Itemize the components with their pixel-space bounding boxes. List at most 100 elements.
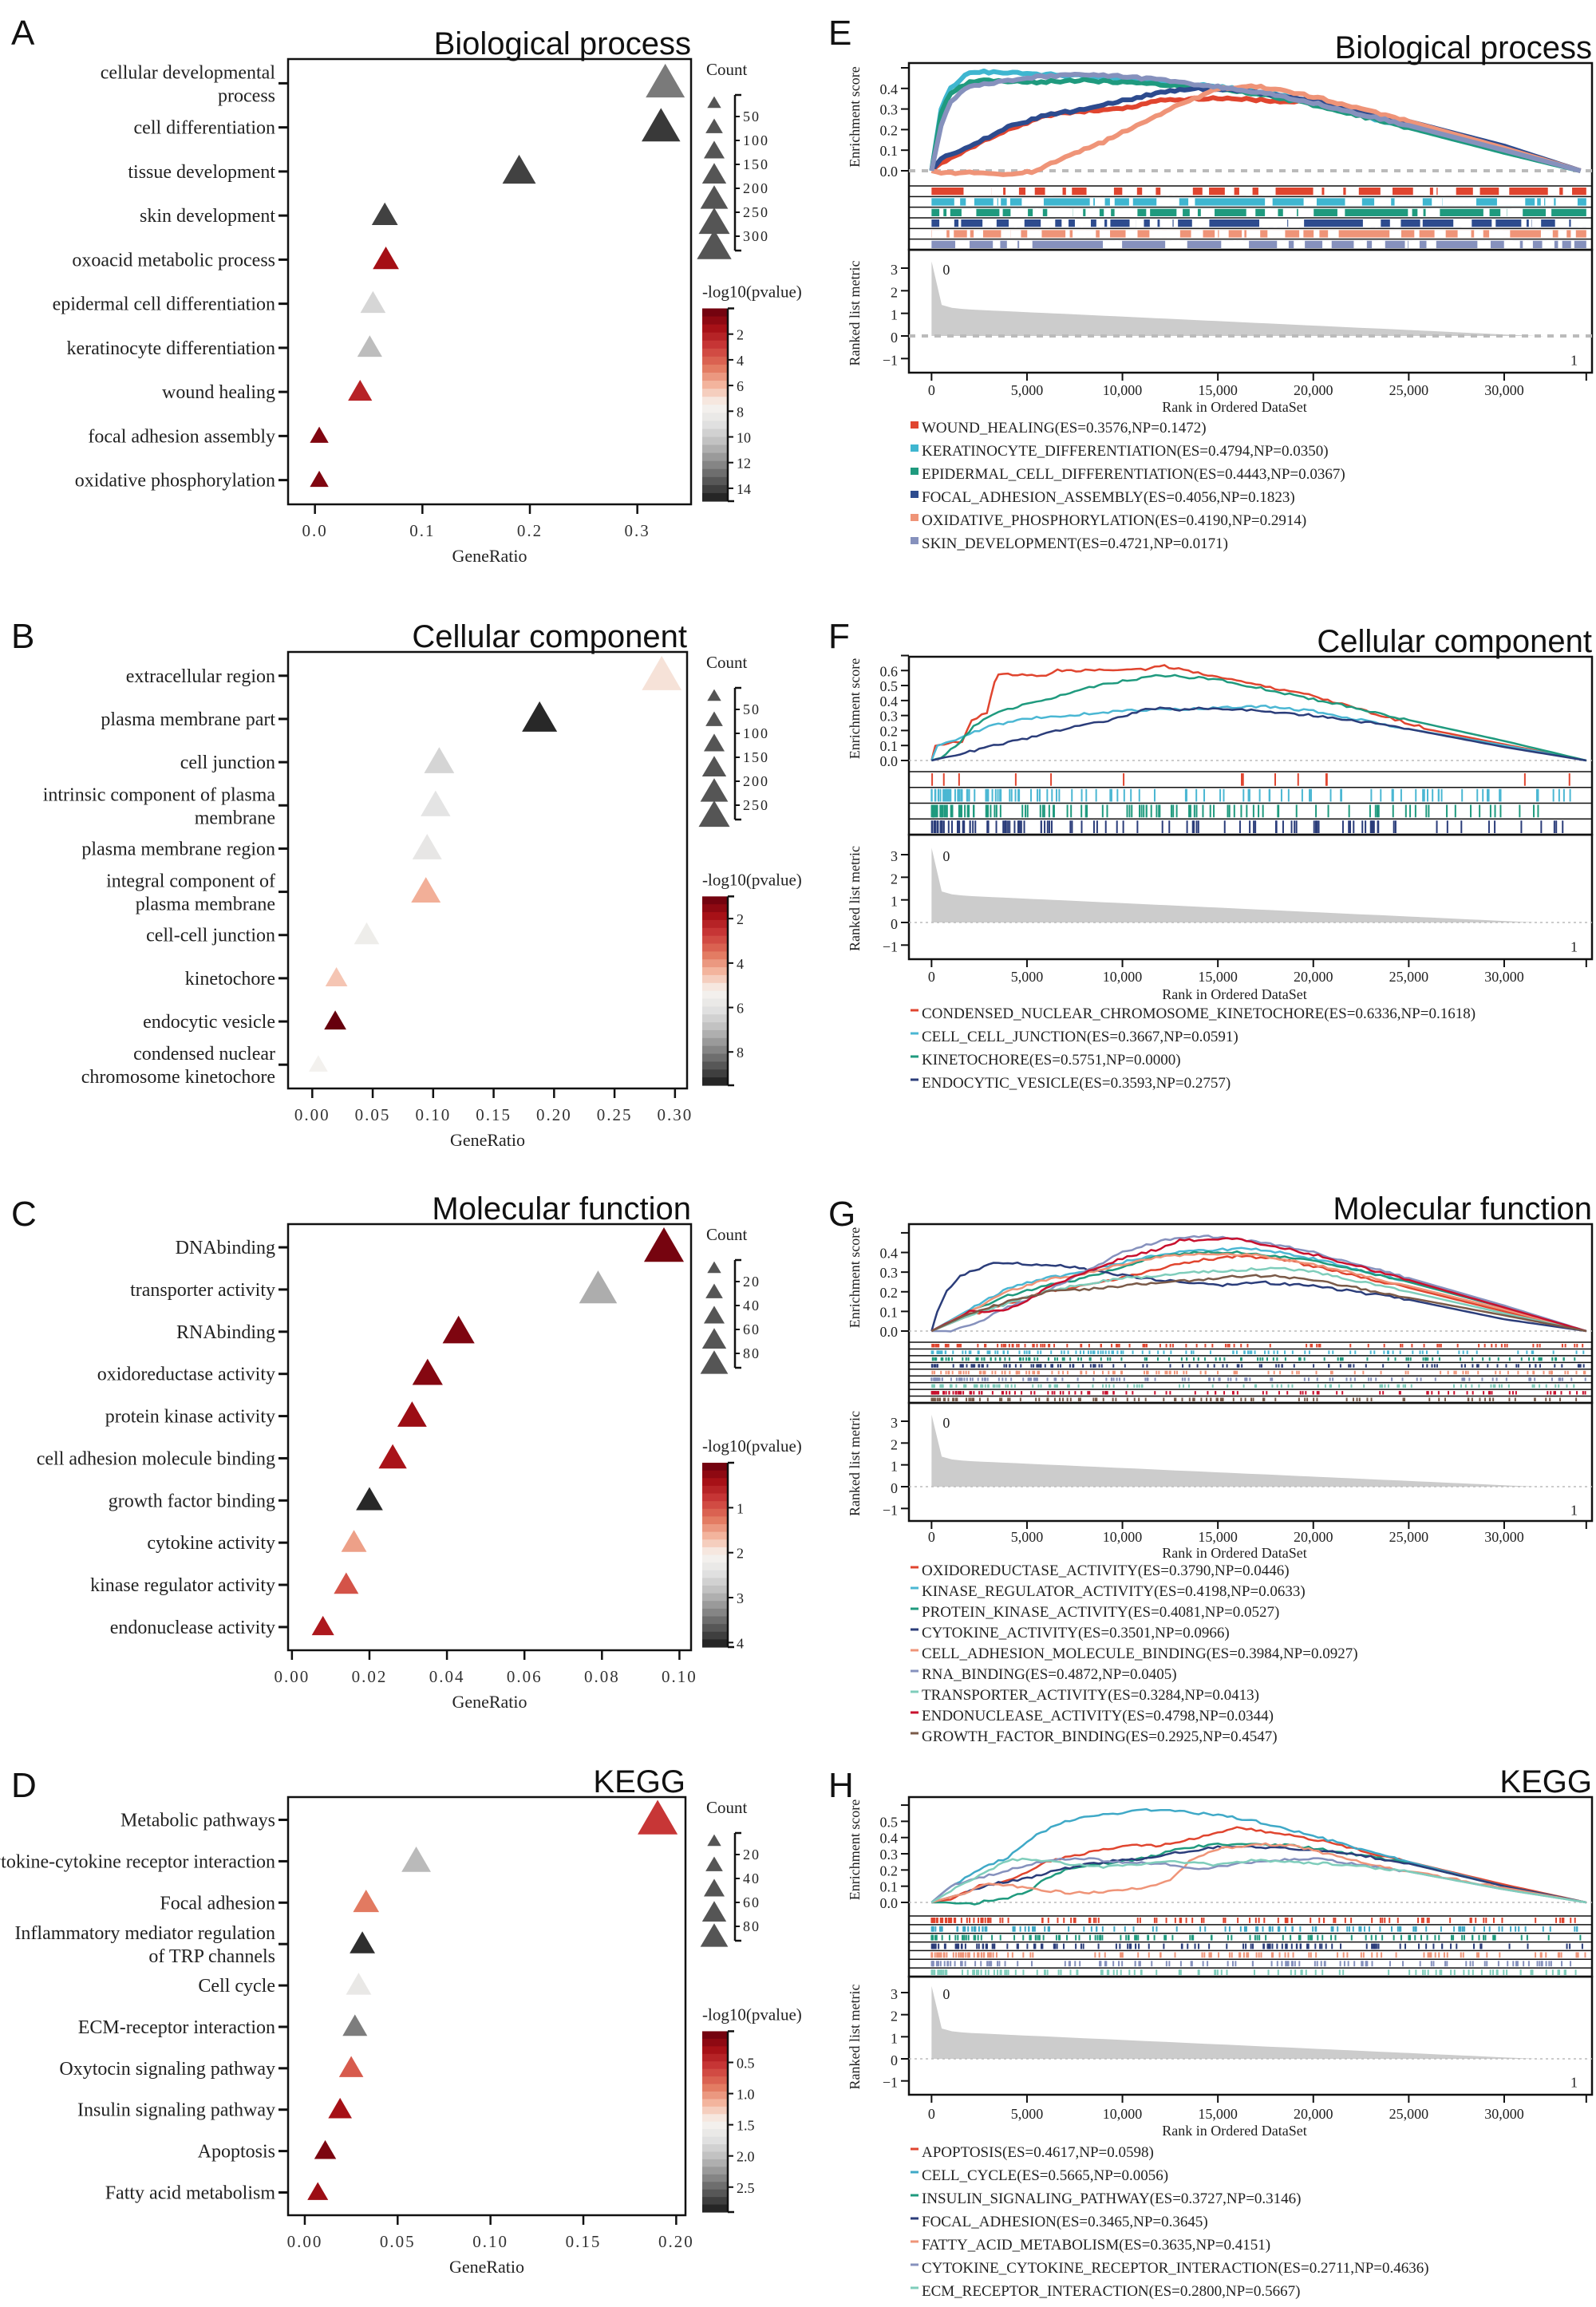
legend-label-cell-adhesion-molecule-binding: CELL_ADHESION_MOLECULE_BINDING(ES=0.3984… [922, 1645, 1358, 1662]
gsea-kegg: KEGG 0.00.10.20.30.40.5 Enrichment score −1… [847, 1764, 1594, 2300]
hit-gap [998, 198, 1001, 206]
hit-gap [1412, 240, 1415, 248]
hit-gap [982, 219, 994, 227]
color-legend-label: 8 [737, 404, 744, 420]
x-tick-label: 15,000 [1198, 1529, 1238, 1545]
legend-label-kinase-regulator-activity: KINASE_REGULATOR_ACTIVITY(ES=0.4198,NP=0… [922, 1583, 1306, 1600]
hit-gap [1156, 198, 1170, 206]
size-legend-marker [707, 689, 721, 701]
hit-strip-wound-healing [931, 188, 1586, 196]
hit-strip-oxidoreductase-activity [931, 1344, 1584, 1348]
es-curve-cytokine-activity [930, 1261, 1586, 1333]
hit-gap [1014, 219, 1025, 227]
hit-gap [1313, 188, 1322, 196]
hit-gap [1395, 230, 1400, 238]
hit-gap [1324, 188, 1339, 196]
category-label-line: intrinsic component of plasma [43, 784, 276, 805]
color-legend-band [702, 2061, 728, 2070]
hit-gap [938, 230, 944, 238]
rank-y-tick-label: 1 [891, 307, 898, 323]
hit-gap [1546, 208, 1552, 216]
gsea-biological-process: Biological process 0.0 0.1 0.2 0.3 0.4 Enrichm… [847, 30, 1594, 552]
color-legend-band [702, 1478, 728, 1487]
dotplot-molecular-function: Molecular function 0.00 0.02 0.04 0.06 0.08 0.… [37, 1191, 802, 1712]
x-tick-label: 0.25 [597, 1105, 633, 1124]
rank-y-tick-label: 2 [891, 284, 898, 300]
hit-gap [1511, 208, 1523, 216]
hit-gap [1003, 230, 1011, 238]
category-label: oxoacid metabolic process [72, 250, 275, 271]
hit-gap [1547, 188, 1560, 196]
es-curve-endocytic-vesicle [931, 706, 1587, 762]
hit-gap [1104, 208, 1112, 216]
size-legend-marker [703, 1306, 725, 1324]
marker-inflammatory-mediator-regulation-of-trp-channels [350, 1931, 376, 1953]
hit-gap [1041, 219, 1049, 227]
x-tick-label: 0.1 [409, 521, 435, 540]
x-axis-label: Rank in Ordered DataSet [1162, 1545, 1306, 1561]
es-curve-skin-development [929, 72, 1582, 173]
es-y-axis-label: Enrichment score [847, 66, 863, 167]
es-curve-oxidative-phosphorylation [930, 83, 1582, 177]
hit-gap [1277, 240, 1289, 248]
color-legend-band [702, 1539, 728, 1548]
size-legend-marker [705, 711, 723, 726]
category-label-line: Insulin signaling pathway [77, 2100, 275, 2121]
legend-swatch-keratinocyte-differentiation [911, 444, 918, 452]
hit-gap [1521, 219, 1527, 227]
hit-gap [1540, 198, 1545, 206]
color-legend-title: -log10(pvalue) [702, 1436, 802, 1456]
color-legend-band [702, 2053, 728, 2062]
color-legend-band [702, 2068, 728, 2077]
category-label-line: DNAbinding [176, 1238, 275, 1258]
hit-gap [1215, 230, 1219, 238]
color-legend-label: 12 [737, 456, 751, 472]
hit-gap [1345, 198, 1354, 206]
color-legend-band [702, 904, 728, 913]
hit-gap [1442, 198, 1457, 206]
x-axis-label: GeneRatio [452, 1692, 527, 1712]
hit-strip-cell-cycle [930, 1926, 1578, 1932]
rank-annotation-bottom: 1 [1570, 938, 1578, 954]
hit-gap [1056, 208, 1070, 216]
hit-gap [1009, 219, 1017, 227]
color-legend-band [702, 2046, 728, 2055]
es-y-tick-label: 0.1 [880, 738, 899, 754]
color-legend-band [702, 912, 728, 921]
hit-strip-condensed-nuclear-chromosome-kinetochore [931, 773, 1570, 786]
hit-gap [1483, 208, 1490, 216]
legend-label-transporter-activity: TRANSPORTER_ACTIVITY(ES=0.3284,NP=0.0413… [922, 1687, 1259, 1704]
hit-gap [1227, 188, 1232, 196]
color-legend-band [702, 1601, 728, 1610]
hit-gap [992, 219, 997, 227]
hit-gap [1172, 188, 1180, 196]
category-label: integral component of plasma membrane [106, 871, 275, 915]
hit-gap [1282, 208, 1298, 216]
hit-strip-apoptosis [930, 1918, 1576, 1923]
color-legend-band [702, 405, 728, 413]
hit-gap [999, 208, 1003, 216]
es-y-tick-label: 0.4 [880, 1246, 899, 1262]
es-y-tick-label: 0.0 [880, 1324, 899, 1340]
color-legend-band [702, 2182, 728, 2190]
es-y-tick-label: 0.1 [880, 1304, 899, 1320]
marker-cell-differentiation [642, 108, 681, 142]
hit-gap [1191, 219, 1202, 227]
hit-strip-endonuclease-activity [930, 1391, 1586, 1395]
category-label-line: kinase regulator activity [90, 1575, 275, 1596]
category-label: RNAbinding [176, 1322, 275, 1343]
es-curve-insulin-signaling-pathway [931, 1842, 1587, 1906]
hit-gap [1328, 230, 1339, 238]
hit-strip-cell-cell-junction [930, 788, 1571, 802]
marker-cell-cell-junction [354, 922, 380, 945]
panel-label-f: F [828, 617, 850, 656]
hit-strip-epidermal-cell-differentiation [931, 208, 1586, 216]
x-tick-label: 20,000 [1294, 2106, 1333, 2122]
hit-gap [1441, 188, 1456, 196]
hit-strip-endocytic-vesicle [930, 820, 1564, 833]
hit-gap [1073, 208, 1084, 216]
dotplot-biological-process: Biological process 0.0 0.1 0.2 0.3 GeneRatio c… [53, 26, 802, 566]
category-label: Cytokine-cytokine receptor interaction [0, 1851, 275, 1872]
category-label-line: cytokine activity [147, 1533, 275, 1554]
color-legend-label: 4 [737, 1635, 744, 1651]
